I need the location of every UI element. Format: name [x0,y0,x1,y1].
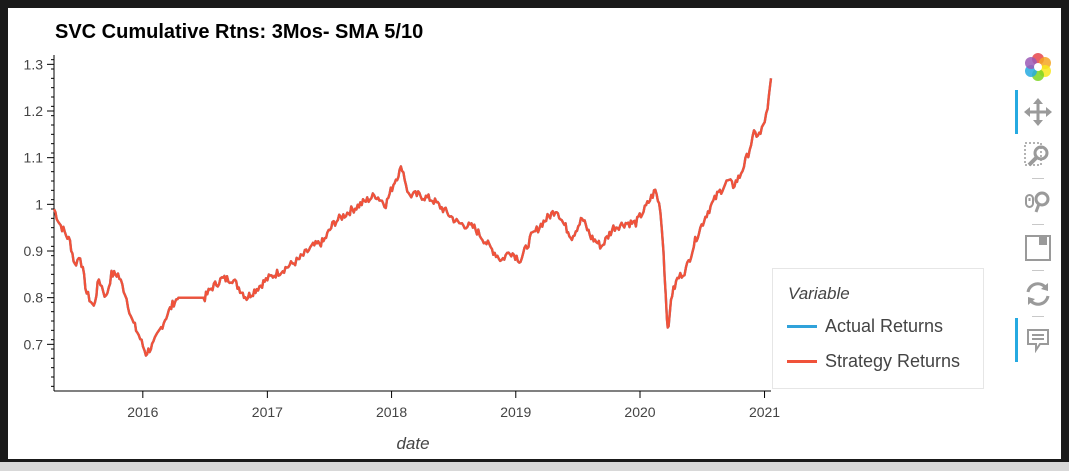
x-tick-label: 2019 [500,404,531,420]
y-tick-label: 1 [35,196,43,212]
legend-title: Variable [788,284,850,303]
y-tick-label: 0.9 [24,243,44,259]
x-axis: 2016 2017 2018 2019 2020 2021 [54,390,780,420]
y-tick-label: 1.2 [24,103,44,119]
hover-tool-active-indicator [1015,318,1018,362]
wheel-zoom-icon[interactable] [1021,185,1055,219]
y-tick-label: 1.3 [24,56,44,72]
series-line-strategy-returns[interactable] [52,78,773,357]
legend-item-actual-returns[interactable]: Actual Returns [787,315,943,337]
y-tick-label: 0.8 [24,290,44,306]
toolbar-separator [1032,224,1044,225]
legend-swatch-strategy-returns [787,359,817,363]
x-tick-label: 2021 [749,404,780,420]
y-tick-label: 1.1 [24,150,44,166]
legend[interactable]: Variable Actual Returns Strategy Returns [772,268,984,389]
bottom-strip [0,462,1069,471]
box-zoom-icon[interactable] [1021,139,1055,173]
y-axis: 0.7 0.8 0.9 1 1.1 1.2 1.3 [24,55,55,391]
save-icon[interactable] [1021,231,1055,265]
x-tick-label: 2020 [624,404,655,420]
series-layer [52,78,773,357]
hover-icon[interactable] [1021,323,1055,357]
x-tick-label: 2018 [376,404,407,420]
bokeh-logo-icon[interactable] [1021,50,1055,84]
x-axis-title: date [396,434,429,453]
legend-swatch-actual-returns [787,324,817,328]
pan-tool-active-indicator [1015,90,1018,134]
y-tick-label: 0.7 [24,336,44,352]
chart-title: SVC Cumulative Rtns: 3Mos- SMA 5/10 [55,21,424,43]
toolbar-separator [1032,316,1044,317]
toolbar-separator [1032,270,1044,271]
pan-icon[interactable] [1021,95,1055,129]
series-line-actual-returns[interactable] [52,78,773,357]
x-tick-label: 2016 [127,404,158,420]
legend-label-actual-returns: Actual Returns [825,315,944,336]
plot-toolbar [1013,50,1063,370]
reset-icon[interactable] [1021,277,1055,311]
x-tick-label: 2017 [252,404,283,420]
legend-item-strategy-returns[interactable]: Strategy Returns [787,350,960,372]
legend-label-strategy-returns: Strategy Returns [825,350,961,371]
toolbar-separator [1032,178,1044,179]
